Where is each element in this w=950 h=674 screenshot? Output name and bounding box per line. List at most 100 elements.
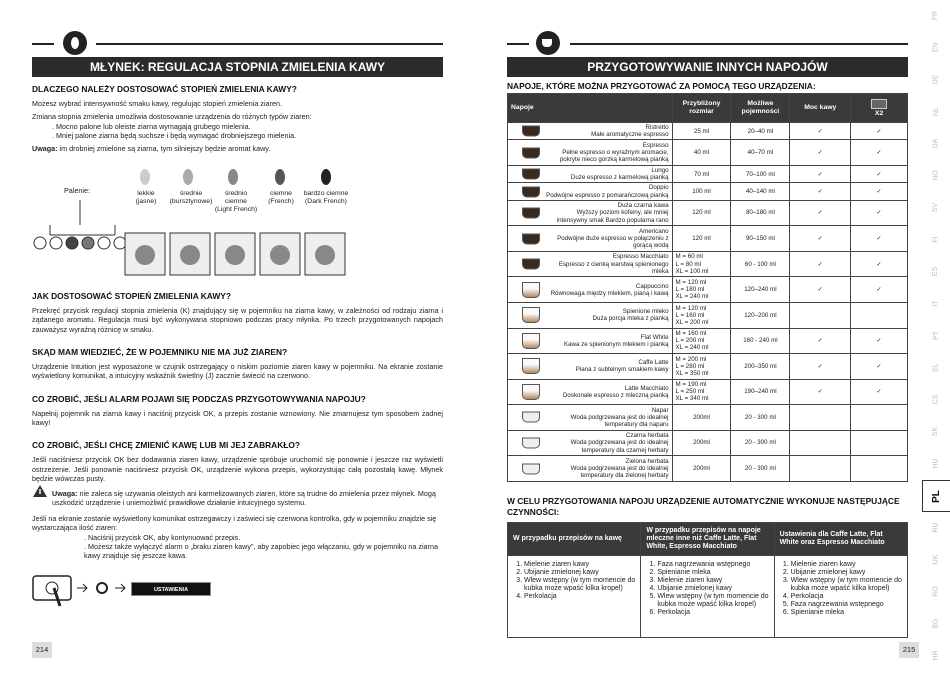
step: Spienianie mleka bbox=[791, 609, 903, 617]
table-cell bbox=[789, 429, 852, 457]
bean-icon bbox=[63, 31, 87, 55]
step: Wlew wstępny (w tym momencie do kubka mo… bbox=[657, 593, 769, 609]
drink-cell: Cappuccino Równowaga między mlekiem, pian… bbox=[507, 276, 673, 303]
roast-name: ciemne (French) bbox=[268, 190, 294, 206]
steps-heading: W CELU PRZYGOTOWANIA NAPOJU URZĄDZENIE A… bbox=[507, 496, 900, 517]
table-cell bbox=[850, 404, 908, 431]
drink-name: Doppio bbox=[648, 184, 669, 192]
table-cell bbox=[789, 404, 852, 431]
drink-description: Małe aromatyczne espresso bbox=[591, 131, 669, 139]
drink-icon bbox=[522, 233, 540, 245]
language-tab[interactable]: HU bbox=[922, 448, 950, 480]
language-code: FI bbox=[932, 236, 940, 244]
language-tab[interactable]: SK bbox=[922, 416, 950, 448]
table-cell bbox=[850, 301, 908, 329]
table-cell: 100 ml bbox=[671, 182, 732, 201]
language-tab[interactable]: EL bbox=[922, 352, 950, 384]
language-tab[interactable]: RU bbox=[922, 512, 950, 544]
check-mark: ✓ bbox=[876, 149, 882, 157]
language-code: RU bbox=[932, 522, 940, 534]
cell-text: 20 - 300 ml bbox=[744, 413, 776, 421]
table-cell: ✓ bbox=[789, 250, 852, 278]
check-mark: ✓ bbox=[876, 188, 882, 195]
drink-cell: Zielona herbata Woda podgrzewana jest do … bbox=[507, 455, 673, 482]
page-number: 214 bbox=[32, 642, 52, 658]
language-tab[interactable]: NL bbox=[922, 96, 950, 128]
language-tab[interactable]: RO bbox=[922, 576, 950, 608]
cell-text: 200ml bbox=[693, 439, 710, 447]
drink-description: Woda podgrzewana jest do idealnej temper… bbox=[570, 465, 669, 480]
drink-icon bbox=[522, 281, 540, 298]
language-tab[interactable]: PL bbox=[922, 480, 950, 512]
table-cell: ✓ bbox=[850, 199, 908, 227]
table-cell: M = 120 ml L = 180 ml XL = 240 ml bbox=[671, 276, 732, 303]
drink-row: Ristretto Małe aromatyczne espresso 25 ml 2… bbox=[507, 121, 908, 141]
table-cell: 200–350 ml bbox=[730, 353, 791, 380]
subtitle: NAPOJE, KTÓRE MOŻNA PRZYGOTOWAĆ ZA POMOC… bbox=[507, 81, 816, 91]
language-code: EL bbox=[932, 363, 940, 373]
language-tab[interactable]: ES bbox=[922, 256, 950, 288]
language-tab[interactable]: FR bbox=[922, 0, 950, 32]
steps-cell: Faza nagrzewania wstępnegoSpienianie mle… bbox=[640, 555, 775, 638]
drink-cell: Duża czarna kawa Wyższy poziom kofeiny, a… bbox=[507, 199, 673, 227]
cell-text: 60 - 100 ml bbox=[744, 260, 776, 268]
drink-cell: Lungo Duże espresso z karmelową pianką bbox=[507, 164, 673, 184]
settings-button: USTAWIENIA bbox=[131, 582, 211, 596]
cell-text: 20 - 300 ml bbox=[744, 439, 776, 447]
language-tab[interactable]: DA bbox=[922, 128, 950, 160]
note-text: im drobniej zmielone są ziarna, tym siln… bbox=[57, 144, 271, 154]
language-tab[interactable]: UK bbox=[922, 544, 950, 576]
table-cell: M = 120 ml L = 160 ml XL = 200 ml bbox=[671, 301, 732, 329]
check-mark: ✓ bbox=[817, 149, 823, 157]
language-tab[interactable]: EN bbox=[922, 32, 950, 64]
language-tab[interactable]: PT bbox=[922, 320, 950, 352]
language-tab[interactable]: DE bbox=[922, 64, 950, 96]
language-tab[interactable]: CS bbox=[922, 384, 950, 416]
cell-text: 80–180 ml bbox=[745, 209, 775, 217]
cell-text: 20–40 ml bbox=[747, 127, 774, 135]
drink-icon bbox=[522, 383, 540, 400]
step: Spienianie mleka bbox=[657, 569, 769, 577]
drink-icon bbox=[522, 437, 540, 449]
cell-text: 40–140 ml bbox=[745, 188, 775, 195]
language-tab[interactable]: HR bbox=[922, 640, 950, 672]
step: Ubijanie zmielonej kawy bbox=[791, 569, 903, 577]
page-title: PRZYGOTOWYWANIE INNYCH NAPOJÓW bbox=[507, 57, 908, 77]
drink-name: Ristretto bbox=[645, 124, 669, 132]
cell-text: 120 ml bbox=[692, 209, 711, 217]
drink-row: Lungo Duże espresso z karmelową pianką 70 … bbox=[507, 164, 908, 184]
drink-description: Kawa ze spienionym mlekiem i pianką bbox=[563, 340, 669, 348]
drink-row: Doppio Podwójne espresso z pomarańczową p… bbox=[507, 182, 908, 201]
table-cell: ✓ bbox=[789, 327, 852, 355]
language-tab[interactable]: FI bbox=[922, 224, 950, 256]
steps-list: Faza nagrzewania wstępnegoSpienianie mle… bbox=[645, 561, 769, 617]
language-tab[interactable]: BG bbox=[922, 608, 950, 640]
table-cell: 40–140 ml bbox=[730, 182, 791, 201]
table-cell: ✓ bbox=[789, 225, 852, 252]
drink-description: Wyższy poziom kofeiny, ale mniej intensy… bbox=[556, 209, 669, 224]
section: CO ZROBIĆ, JEŚLI ALARM POJAWI SIĘ PODCZA… bbox=[32, 394, 443, 428]
drink-cell: Americano Podwójne duże espresso w połącz… bbox=[507, 225, 673, 252]
table-cell: M = 190 ml L = 250 ml XL = 340 ml bbox=[671, 378, 732, 406]
drink-description: Pełne espresso o wyraźnym aromacie, pokr… bbox=[559, 149, 669, 164]
step: Perkolacja bbox=[791, 593, 903, 601]
language-code: NL bbox=[932, 107, 940, 117]
language-code: FR bbox=[932, 11, 940, 21]
language-tab[interactable]: IT bbox=[922, 288, 950, 320]
table-cell: M = 60 ml L = 80 ml XL = 100 ml bbox=[671, 250, 732, 278]
bullet: . Naciśnij przycisk OK, aby kontynuować … bbox=[84, 532, 241, 542]
drink-row: Napar Woda podgrzewana jest do idealnej t… bbox=[507, 404, 908, 431]
language-tab[interactable]: SV bbox=[922, 192, 950, 224]
drink-description: Podwójne espresso z pomarańczową pianką bbox=[546, 191, 669, 199]
bullet: . Mocno palone lub oleiste ziarna wymaga… bbox=[52, 121, 251, 131]
cell-text: 100 ml bbox=[692, 188, 711, 195]
drink-icon bbox=[522, 186, 540, 198]
drink-name: Lungo bbox=[651, 167, 669, 175]
section: SKĄD MAM WIEDZIEĆ, ŻE W POJEMNIKU NIE MA… bbox=[32, 347, 443, 381]
table-cell: ✓ bbox=[850, 121, 908, 141]
table-cell: 20 - 300 ml bbox=[730, 455, 791, 482]
table-cell: ✓ bbox=[789, 353, 852, 380]
language-code: DE bbox=[932, 75, 940, 85]
paragraph: Jeśli na ekranie zostanie wyświetlony ko… bbox=[32, 514, 437, 533]
language-tab[interactable]: NO bbox=[922, 160, 950, 192]
